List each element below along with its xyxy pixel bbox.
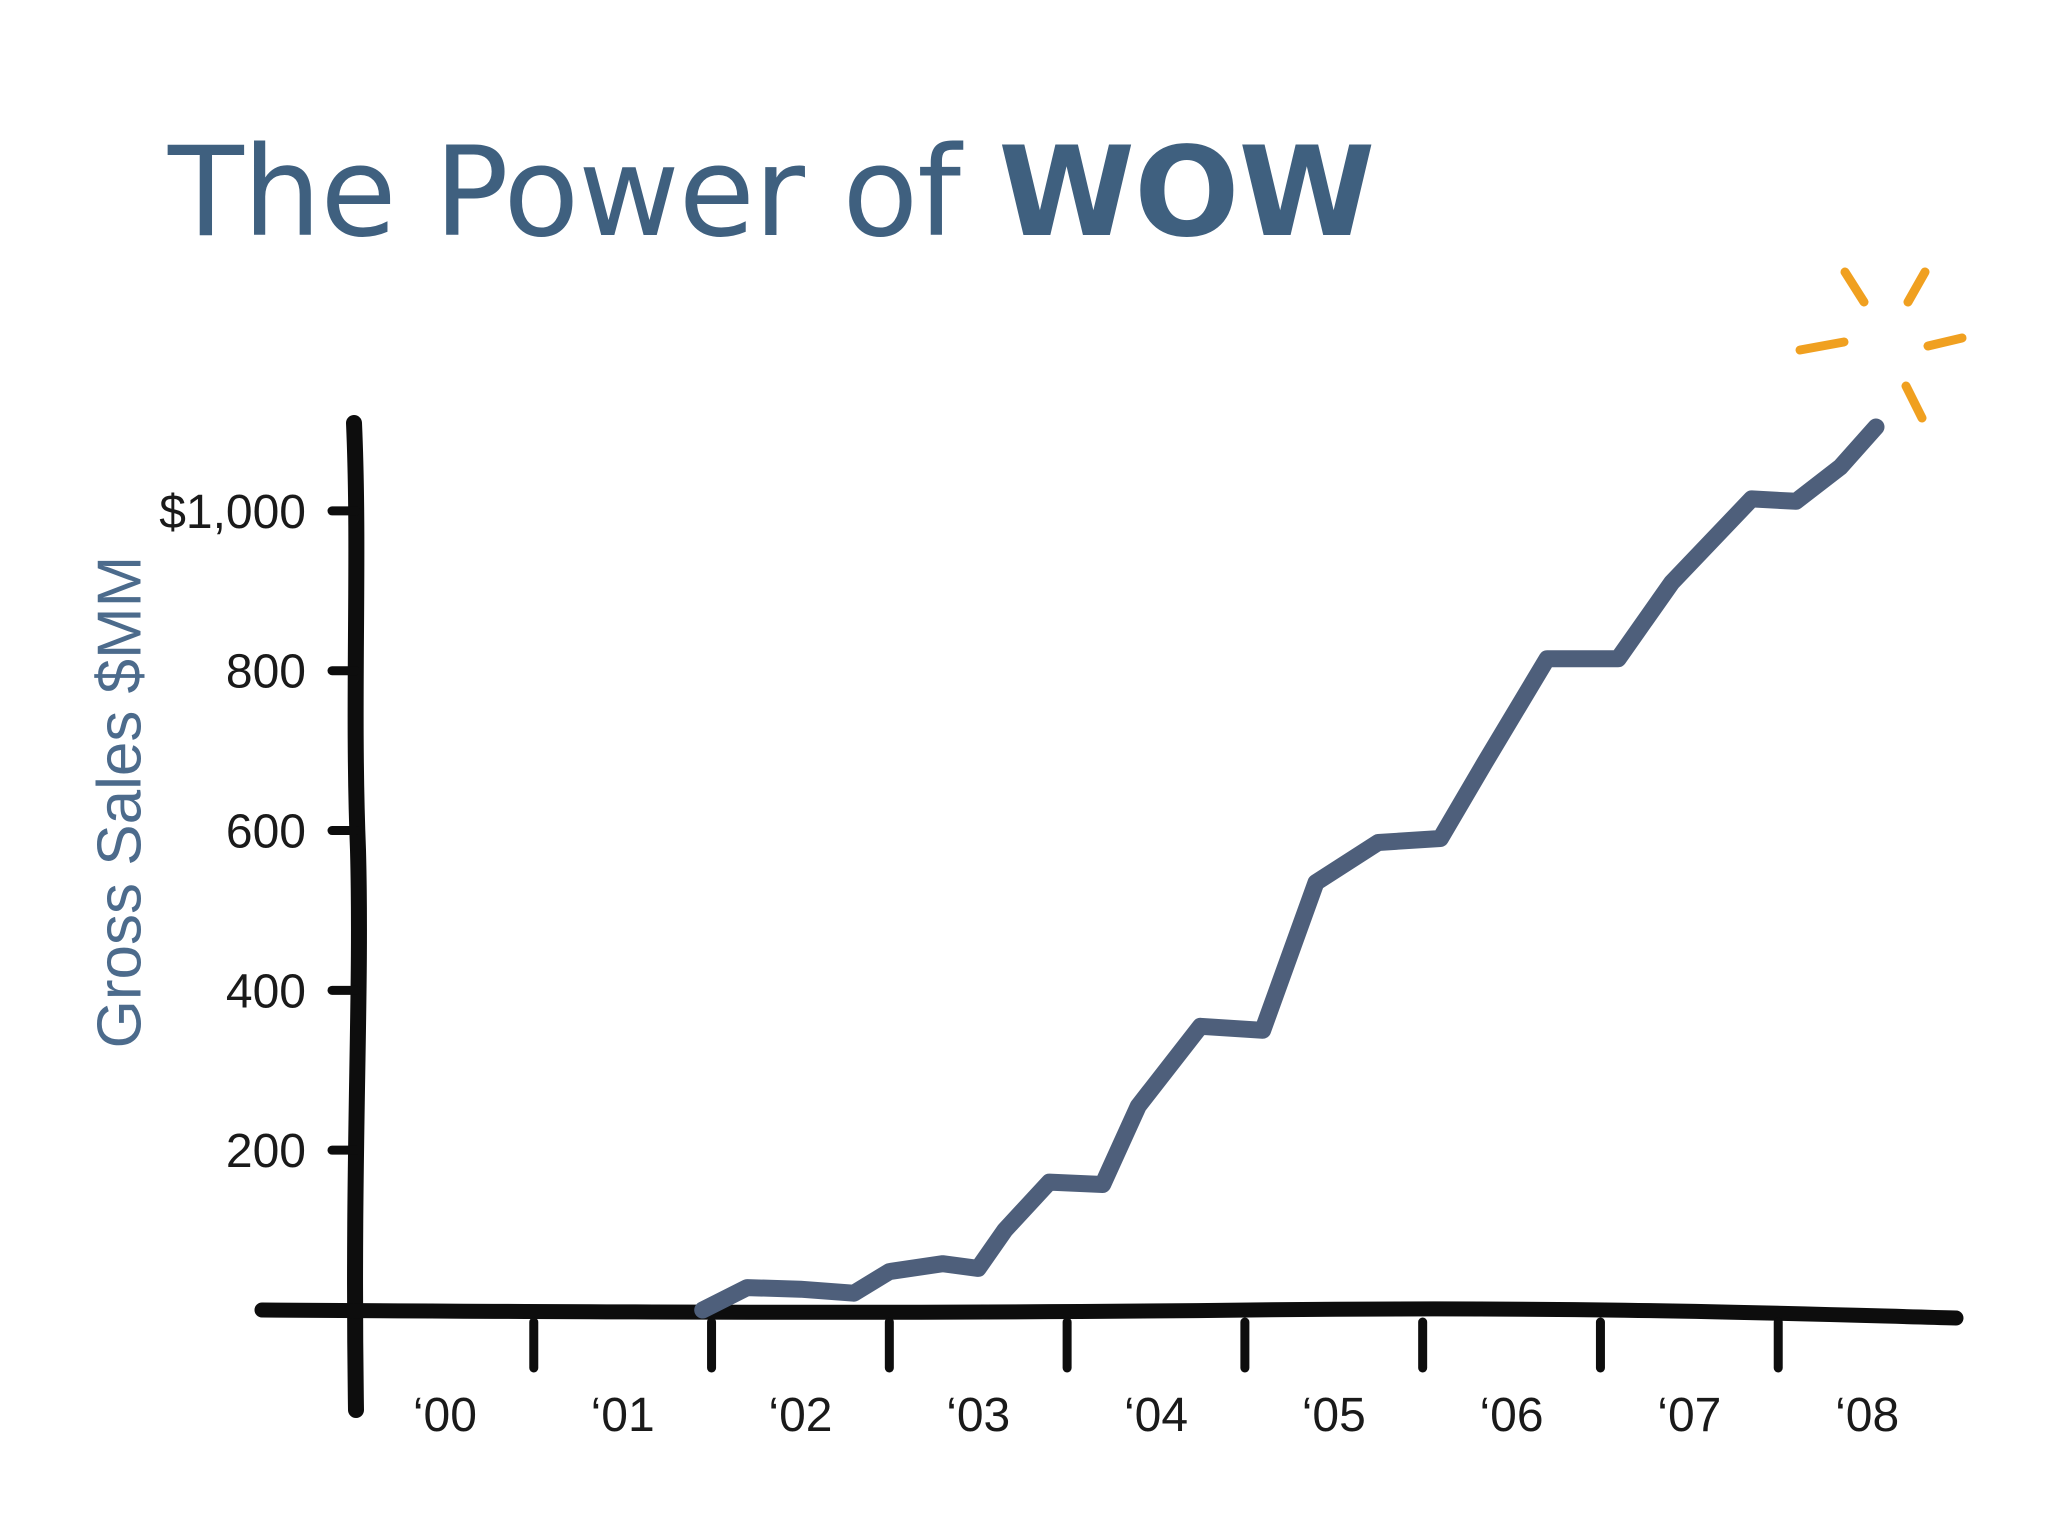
sparkle-icon [1795,267,1967,423]
x-tick-label: ‘02 [768,1389,832,1442]
y-tick-label: 800 [226,646,306,699]
slide-title: The Power of WOW [168,118,1375,268]
x-tick-label: ‘03 [946,1389,1010,1442]
axes [254,415,1964,1418]
series [694,418,1885,1319]
x-tick-label: ‘00 [413,1389,477,1442]
y-tick-label: $1,000 [159,486,306,539]
x-tick-label: ‘06 [1480,1389,1544,1442]
x-tick-label: ‘01 [591,1389,655,1442]
sparkle-ray [1795,337,1849,355]
title-regular: The Power of [168,121,999,265]
x-tick-label: ‘05 [1302,1389,1366,1442]
y-tick-label: 400 [226,965,306,1018]
axis-ticks [327,506,1783,1373]
sparkle-ray [1923,333,1967,351]
x-axis-line [254,1301,1964,1326]
sparkle-ray [1840,267,1869,307]
y-tick-label: 200 [226,1125,306,1178]
title-bold: WOW [998,121,1375,265]
sparkle-ray [1903,267,1930,307]
series-line [694,418,1885,1319]
x-tick-label: ‘08 [1835,1389,1899,1442]
tick-labels: 200 400 600 800 $1,000 ‘00 ‘01 ‘02 ‘03 ‘04 ‘05 ‘06 ‘… [159,486,1899,1442]
sparkle-ray [1901,381,1927,423]
x-tick-label: ‘04 [1124,1389,1188,1442]
y-axis-line [346,415,367,1418]
x-tick-label: ‘07 [1657,1389,1721,1442]
y-tick-label: 600 [226,806,306,859]
